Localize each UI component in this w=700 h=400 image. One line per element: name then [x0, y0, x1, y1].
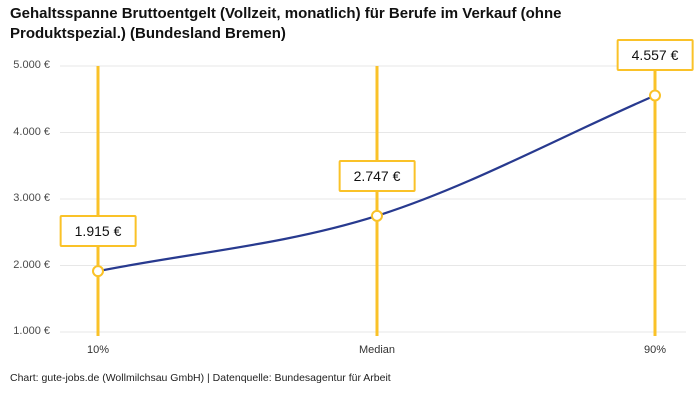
- y-axis-tick-label: 3.000 €: [13, 192, 50, 204]
- y-axis-tick-label: 2.000 €: [13, 258, 50, 271]
- value-label-10th-percentile: 1.915 €: [59, 215, 137, 248]
- data-point: [92, 265, 104, 278]
- x-axis-tick-label: Median: [358, 344, 396, 356]
- data-point: [371, 209, 383, 222]
- y-axis-tick-label: 5.000 €: [13, 59, 50, 71]
- y-axis-tick-label: 1.000 €: [13, 325, 50, 337]
- value-label-median: 2.747 €: [338, 159, 416, 192]
- y-axis-tick-label: 4.000 €: [13, 125, 50, 138]
- x-axis-tick-label: 10%: [86, 344, 110, 356]
- footer-credit: Chart: gute-jobs.de (Wollmilchsau GmbH) …: [10, 372, 391, 384]
- data-point: [649, 89, 661, 102]
- x-axis-tick-label: 90%: [643, 344, 667, 356]
- page-title: Gehaltsspanne Bruttoentgelt (Vollzeit, m…: [10, 5, 562, 43]
- value-label-90th-percentile: 4.557 €: [616, 39, 694, 72]
